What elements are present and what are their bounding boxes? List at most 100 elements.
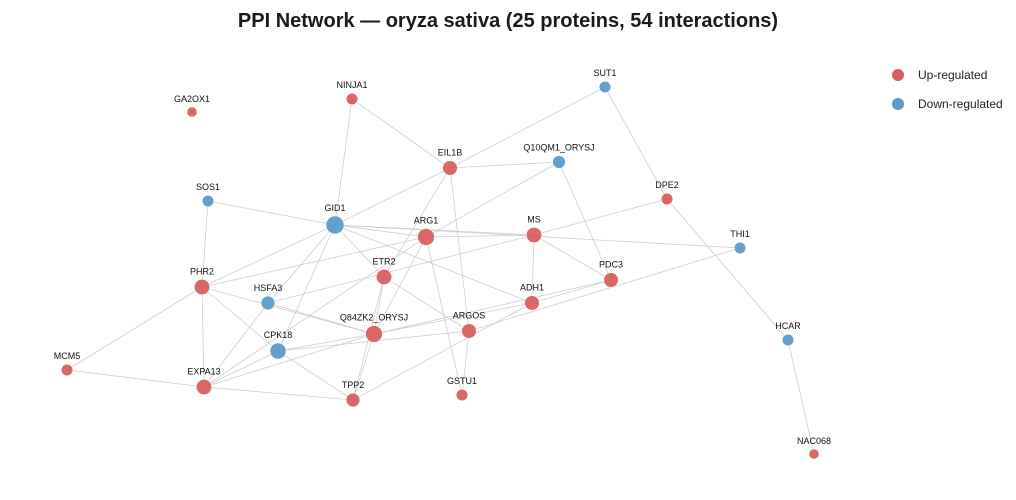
node-circle-phr2[interactable] xyxy=(193,278,211,296)
node-arg1[interactable]: ARG1 xyxy=(414,216,439,246)
node-circle-q84zk2-orysj[interactable] xyxy=(365,325,383,343)
node-circle-cpk18[interactable] xyxy=(269,342,287,360)
edge-gid1-arg1 xyxy=(334,224,427,238)
node-circle-ga2ox1[interactable] xyxy=(186,106,198,118)
node-etr2[interactable]: ETR2 xyxy=(372,256,396,286)
node-circle-q10qm1-orysj[interactable] xyxy=(552,155,566,169)
edge-phr2-cpk18 xyxy=(201,286,279,352)
node-circle-sos1[interactable] xyxy=(201,194,215,208)
node-circle-nac068[interactable] xyxy=(808,448,820,460)
node-mcm5[interactable]: MCM5 xyxy=(54,351,81,377)
node-circle-sut1[interactable] xyxy=(598,80,612,94)
node-circle-etr2[interactable] xyxy=(375,268,393,286)
legend-label-down: Down-regulated xyxy=(918,97,1003,111)
legend-swatch-up xyxy=(892,69,904,81)
node-circle-expa13[interactable] xyxy=(195,378,213,396)
edge-q10qm1-orysj-arg1 xyxy=(425,161,560,238)
edge-etr2-argos xyxy=(383,276,470,332)
edge-expa13-tpp2 xyxy=(203,386,354,401)
node-circle-dpe2[interactable] xyxy=(660,192,674,206)
edge-ninja1-gid1 xyxy=(334,98,353,226)
edge-q84zk2-orysj-tpp2 xyxy=(352,333,375,401)
node-expa13[interactable]: EXPA13 xyxy=(187,366,221,396)
legend-swatch-down xyxy=(892,98,904,110)
edge-layer xyxy=(66,86,815,455)
node-ms[interactable]: MS xyxy=(525,214,543,244)
node-circle-arg1[interactable] xyxy=(417,228,435,246)
node-label-gid1: GID1 xyxy=(324,203,345,213)
edge-arg1-q84zk2-orysj xyxy=(373,236,427,335)
node-circle-hcar[interactable] xyxy=(781,333,795,347)
node-eil1b[interactable]: EIL1B xyxy=(438,148,463,176)
node-gstu1[interactable]: GSTU1 xyxy=(447,376,477,402)
edge-dpe2-hcar xyxy=(666,198,789,341)
node-circle-adh1[interactable] xyxy=(524,295,540,311)
edge-hsfa3-expa13 xyxy=(203,302,269,388)
edge-arg1-phr2 xyxy=(201,236,427,288)
node-hsfa3[interactable]: HSFA3 xyxy=(254,283,283,311)
node-label-etr2: ETR2 xyxy=(372,256,395,266)
node-circle-pdc3[interactable] xyxy=(603,272,619,288)
edge-hsfa3-q84zk2-orysj xyxy=(267,302,375,335)
node-circle-thi1[interactable] xyxy=(733,241,747,255)
node-label-tpp2: TPP2 xyxy=(342,380,365,390)
node-pdc3[interactable]: PDC3 xyxy=(599,260,623,288)
node-label-cpk18: CPK18 xyxy=(264,330,293,340)
edge-gid1-phr2 xyxy=(201,224,336,288)
node-sos1[interactable]: SOS1 xyxy=(196,182,220,208)
edge-q84zk2-orysj-cpk18 xyxy=(277,333,375,352)
node-label-ninja1: NINJA1 xyxy=(336,80,367,90)
edge-pdc3-q84zk2-orysj xyxy=(373,279,612,335)
node-q10qm1-orysj[interactable]: Q10QM1_ORYSJ xyxy=(523,143,595,169)
edge-gid1-etr2 xyxy=(334,224,385,278)
edge-mcm5-expa13 xyxy=(66,369,205,388)
node-circle-tpp2[interactable] xyxy=(345,392,361,408)
node-circle-gid1[interactable] xyxy=(325,215,345,235)
node-label-mcm5: MCM5 xyxy=(54,351,81,361)
node-adh1[interactable]: ADH1 xyxy=(520,283,544,311)
node-gid1[interactable]: GID1 xyxy=(324,203,346,235)
edge-eil1b-q10qm1-orysj xyxy=(449,161,560,169)
node-label-q84zk2-orysj: Q84ZK2_ORYSJ xyxy=(340,313,408,323)
edge-gid1-cpk18 xyxy=(277,224,336,352)
node-label-hsfa3: HSFA3 xyxy=(254,283,283,293)
edge-hcar-nac068 xyxy=(787,339,815,455)
node-dpe2[interactable]: DPE2 xyxy=(655,180,679,206)
node-label-argos: ARGOS xyxy=(453,311,486,321)
node-circle-gstu1[interactable] xyxy=(455,388,469,402)
node-circle-argos[interactable] xyxy=(461,323,477,339)
node-label-ms: MS xyxy=(527,214,541,224)
node-label-q10qm1-orysj: Q10QM1_ORYSJ xyxy=(523,143,594,153)
node-label-phr2: PHR2 xyxy=(190,266,214,276)
node-phr2[interactable]: PHR2 xyxy=(190,266,214,296)
edge-gid1-adh1 xyxy=(334,224,533,304)
node-circle-eil1b[interactable] xyxy=(442,160,458,176)
node-label-nac068: NAC068 xyxy=(797,436,831,446)
node-label-dpe2: DPE2 xyxy=(655,180,679,190)
edge-gid1-hsfa3 xyxy=(267,224,336,304)
node-circle-hsfa3[interactable] xyxy=(260,295,276,311)
node-nac068[interactable]: NAC068 xyxy=(797,436,831,460)
edge-phr2-expa13 xyxy=(201,286,205,388)
node-label-arg1: ARG1 xyxy=(414,216,439,226)
edge-eil1b-gid1 xyxy=(334,167,451,226)
node-circle-ninja1[interactable] xyxy=(345,92,359,106)
node-hcar[interactable]: HCAR xyxy=(775,321,801,347)
legend: Up-regulated Down-regulated xyxy=(892,68,1003,111)
edge-arg1-ms xyxy=(425,234,535,238)
node-ninja1[interactable]: NINJA1 xyxy=(336,80,368,106)
node-ga2ox1[interactable]: GA2OX1 xyxy=(174,94,210,118)
node-q84zk2-orysj[interactable]: Q84ZK2_ORYSJ xyxy=(340,313,408,343)
node-thi1[interactable]: THI1 xyxy=(730,229,750,255)
edge-ms-hsfa3 xyxy=(267,234,535,304)
node-sut1[interactable]: SUT1 xyxy=(593,68,617,94)
edge-etr2-q84zk2-orysj xyxy=(373,276,385,335)
node-label-adh1: ADH1 xyxy=(520,283,544,293)
node-circle-mcm5[interactable] xyxy=(60,363,74,377)
node-tpp2[interactable]: TPP2 xyxy=(342,380,365,408)
node-cpk18[interactable]: CPK18 xyxy=(264,330,293,360)
node-circle-ms[interactable] xyxy=(525,226,543,244)
edge-cpk18-tpp2 xyxy=(277,350,354,401)
node-argos[interactable]: ARGOS xyxy=(453,311,486,339)
